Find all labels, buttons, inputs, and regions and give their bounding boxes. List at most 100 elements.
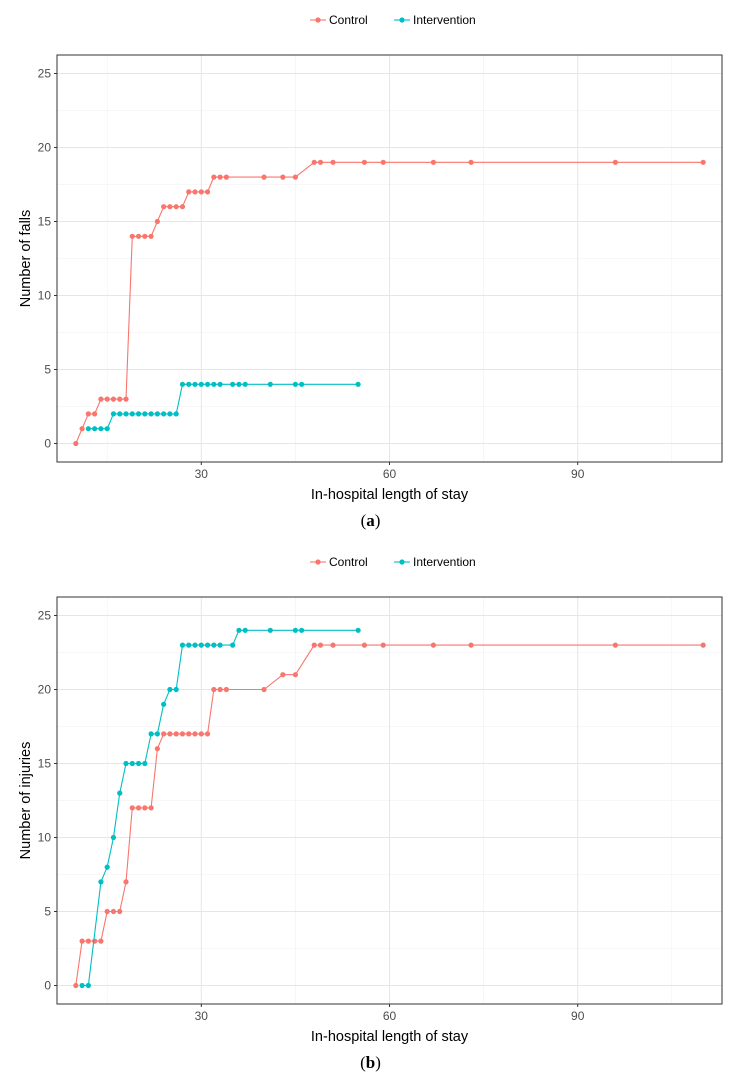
legend-label-intervention: Intervention [413,555,476,569]
y-tick-label: 0 [44,979,51,993]
data-point-control [280,174,286,180]
x-tick-label: 60 [383,467,397,481]
data-point-intervention [161,701,167,707]
y-tick-label: 0 [44,437,51,451]
data-point-intervention [117,790,123,796]
data-point-control [123,879,129,885]
y-tick-label: 5 [44,363,51,377]
data-point-control [92,938,98,944]
gridlines [57,55,722,462]
data-point-control [217,686,223,693]
data-point-intervention [135,760,142,767]
data-point-control [129,233,135,239]
data-point-control [192,189,198,195]
data-point-control [85,411,91,417]
data-point-control [430,159,437,165]
data-point-intervention [92,426,98,432]
data-point-intervention [230,381,236,387]
legend: Control Intervention [310,13,476,27]
y-tick-label: 10 [38,289,52,303]
y-axis-title: Number of falls [18,210,34,308]
series-control [73,159,706,447]
data-point-control [311,642,317,648]
data-point-intervention [161,411,167,417]
data-point-control [110,908,117,915]
data-point-control [211,174,217,180]
data-point-intervention [167,686,173,693]
data-point-control [612,642,618,648]
data-point-intervention [179,381,186,387]
legend-label-intervention: Intervention [413,13,476,27]
data-point-control [98,938,104,944]
data-point-intervention [186,642,192,648]
data-point-control [292,672,298,678]
data-point-intervention [148,731,154,737]
panel-a-caption: (a) [360,511,381,530]
data-point-control [311,159,317,165]
data-point-intervention [236,381,242,387]
data-point-control [123,396,129,402]
x-axis-title: In-hospital length of stay [311,487,469,503]
data-point-control [261,686,267,693]
data-point-intervention [148,411,154,417]
data-point-control [217,174,223,180]
data-point-control [142,233,148,239]
legend: Control Intervention [310,555,476,569]
data-point-control [135,805,142,811]
data-point-control [173,204,179,210]
data-point-intervention [167,411,173,417]
data-point-control [129,805,135,811]
data-point-intervention [135,411,142,417]
data-point-control [104,908,110,915]
x-tick-label: 90 [571,467,585,481]
data-point-intervention [299,381,305,387]
panel-b-injuries-chart: 0 5 10 15 20 25 30 60 90 In-hospital length of st… [18,555,723,1045]
data-point-intervention [186,381,192,387]
series-intervention [85,381,361,432]
data-point-control [430,642,437,648]
data-point-intervention [292,381,298,387]
y-tick-label: 5 [44,905,51,919]
data-point-intervention [173,686,179,693]
x-tick-label: 60 [383,1009,397,1023]
y-tick-label: 15 [38,757,52,771]
legend-label-control: Control [329,13,368,27]
data-point-control [186,731,192,737]
data-point-intervention [267,381,273,387]
data-point-control [330,642,336,648]
data-point-control [361,642,368,648]
data-point-control [85,938,91,944]
data-point-control [161,204,167,210]
data-point-intervention [79,982,85,989]
panel-a-label: a [366,511,375,530]
legend-key-point-intervention [399,559,405,565]
data-point-intervention [142,760,148,767]
data-point-intervention [236,627,242,633]
panel-b-caption: (b) [360,1053,381,1072]
data-point-control [173,731,179,737]
data-point-intervention [355,627,361,633]
data-point-control [167,731,173,737]
data-point-control [117,908,123,915]
data-point-intervention [198,381,204,387]
data-point-control [148,233,154,239]
y-tick-label: 25 [38,609,52,623]
x-tick-label: 90 [571,1009,585,1023]
data-point-intervention [292,627,298,633]
data-point-intervention [179,642,186,648]
data-point-control [98,396,104,402]
data-point-control [330,159,336,165]
data-point-intervention [355,381,361,387]
data-point-intervention [98,426,104,432]
data-point-intervention [110,411,117,417]
panel-a-falls-chart: 0 5 10 15 20 25 30 60 90 In-hospital length of st… [18,13,723,503]
data-point-control [167,204,173,210]
data-point-control [204,731,211,737]
data-point-intervention [104,864,110,870]
data-point-control [79,938,85,944]
data-point-intervention [85,426,91,432]
data-point-intervention [217,381,223,387]
data-point-intervention [242,381,248,387]
data-point-control [317,159,324,165]
